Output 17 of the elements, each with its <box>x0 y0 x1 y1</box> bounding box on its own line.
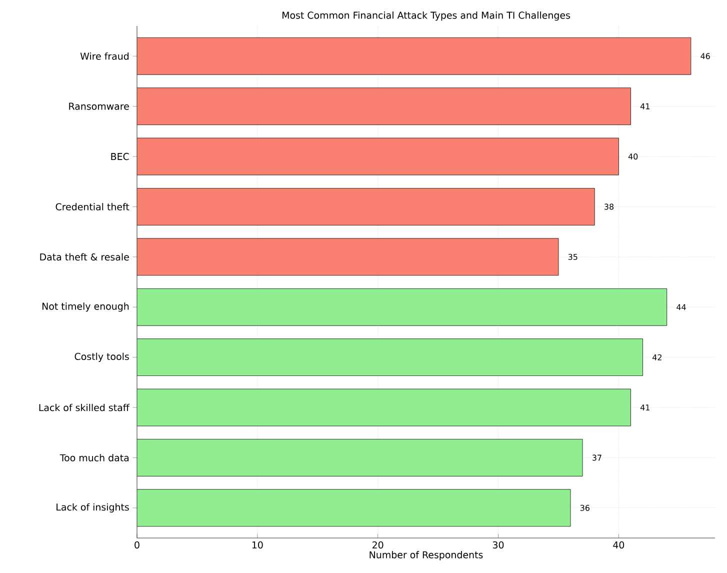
x-tick-label: 10 <box>252 541 263 549</box>
x-tick-label: 30 <box>492 541 504 549</box>
y-tick-label: Credential theft <box>56 203 130 210</box>
y-tick-label: Ransomware <box>69 102 129 110</box>
y-tick-label: Data theft & resale <box>40 253 129 261</box>
y-tick-label: Too much data <box>60 454 129 462</box>
y-tick-label: BEC <box>111 152 129 160</box>
x-axis-title: Number of Respondents <box>370 551 483 560</box>
y-tick-label: Not timely enough <box>42 302 129 312</box>
y-tick-label: Lack of insights <box>56 503 129 512</box>
x-tick-label: 20 <box>372 541 384 549</box>
y-tick-label: Lack of skilled staff <box>39 404 130 412</box>
x-tick-label: 0 <box>134 541 140 549</box>
x-tick-label: 40 <box>613 541 624 549</box>
y-tick-label: Costly tools <box>74 352 129 362</box>
y-tick-label: Wire fraud <box>80 52 129 60</box>
chart-title: Most Common Financial Attack Types and Main TI Challenges <box>282 11 570 21</box>
